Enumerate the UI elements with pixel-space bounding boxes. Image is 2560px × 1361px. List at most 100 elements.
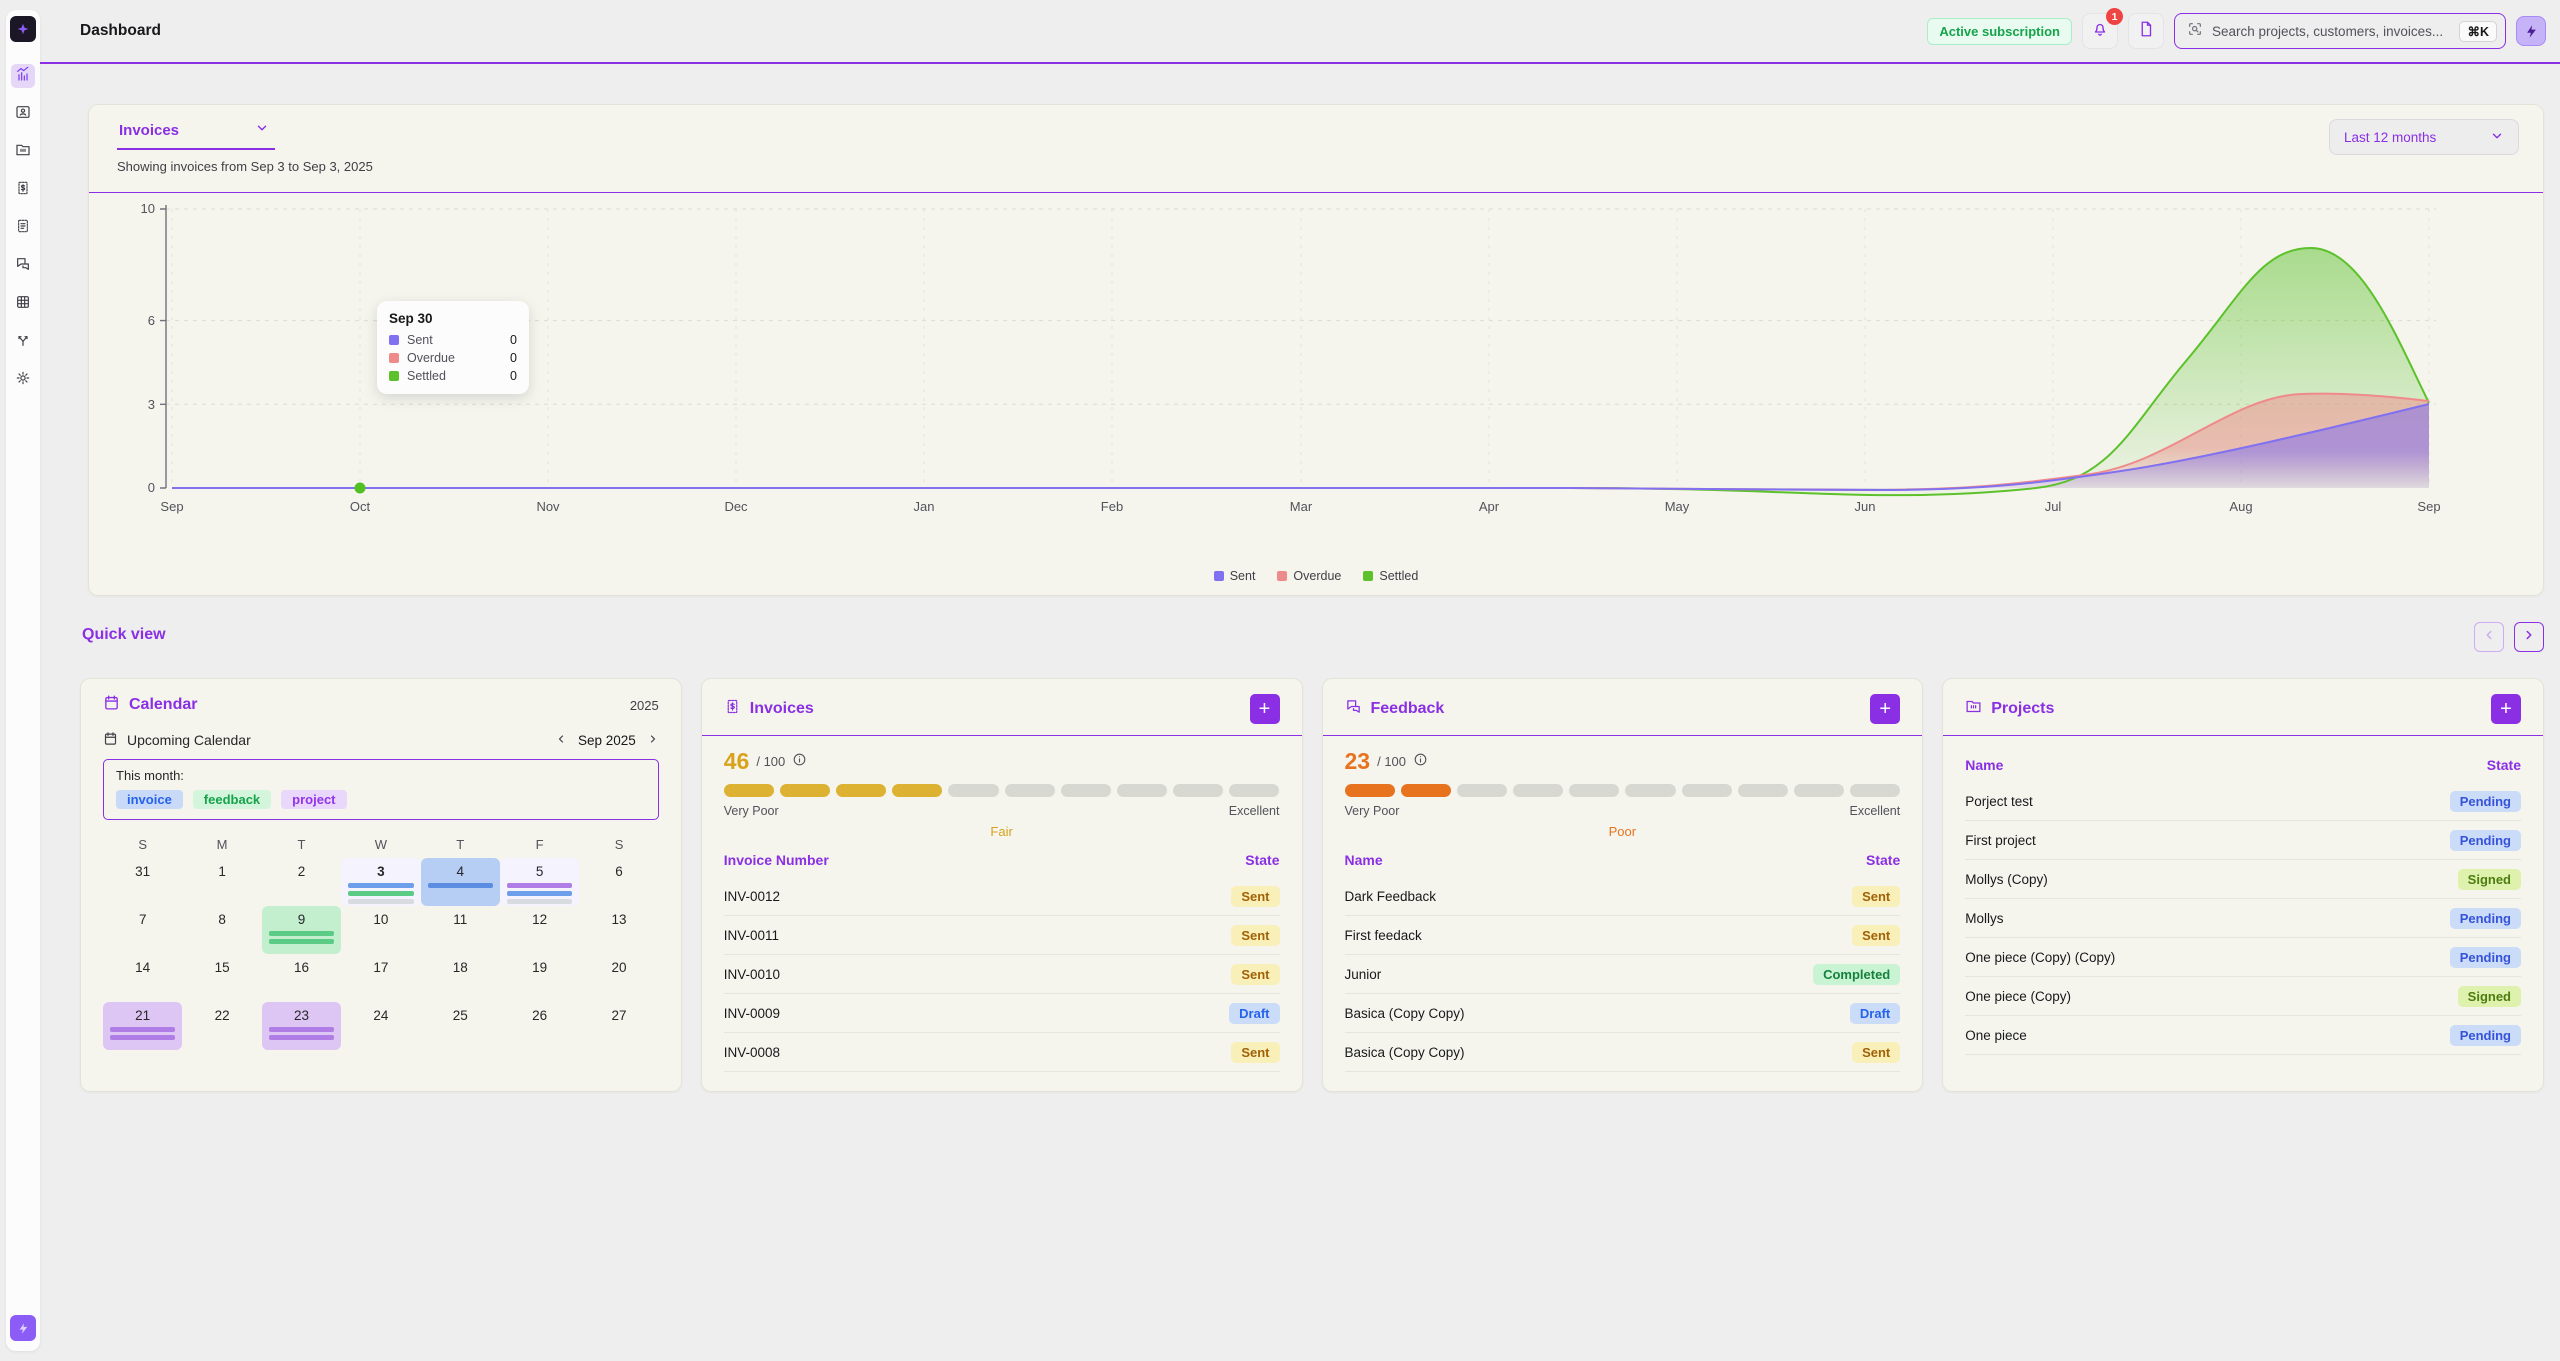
- app-logo[interactable]: [10, 16, 36, 42]
- table-row[interactable]: INV-0009 Draft: [723, 994, 1280, 1033]
- table-row[interactable]: One piece (Copy) Signed: [1965, 977, 2521, 1016]
- calendar-day[interactable]: 17: [373, 960, 389, 975]
- score-max: / 100: [1377, 754, 1407, 769]
- sidebar-item-documents[interactable]: [11, 216, 35, 240]
- calendar-day[interactable]: 26: [532, 1008, 548, 1023]
- sent-color-swatch: [1213, 571, 1224, 581]
- sidebar-item-invoices[interactable]: [11, 178, 35, 202]
- calendar-day-with-events[interactable]: 5: [499, 858, 580, 906]
- event-bar: [348, 899, 414, 904]
- tag-project[interactable]: project: [281, 790, 347, 809]
- col-state: State: [2486, 757, 2521, 773]
- calendar-day[interactable]: 7: [138, 912, 147, 927]
- calendar-day[interactable]: 14: [135, 960, 151, 975]
- quick-view-prev-button[interactable]: [2474, 622, 2504, 652]
- calendar-day-with-events[interactable]: 23: [261, 1002, 342, 1050]
- col-state: State: [1866, 852, 1901, 868]
- feedback-card: Feedback + 23 / 100 Very Poor Excellent …: [1321, 678, 1924, 1092]
- calendar-day[interactable]: 27: [611, 1008, 627, 1023]
- svg-text:Nov: Nov: [536, 499, 560, 514]
- add-feedback-button[interactable]: +: [1870, 694, 1901, 724]
- search-input[interactable]: Search projects, customers, invoices... …: [2174, 13, 2506, 49]
- feedback-card-header: Feedback +: [1322, 679, 1923, 736]
- table-row[interactable]: One piece (Copy) (Copy) Pending: [1965, 938, 2521, 977]
- table-row[interactable]: One piece Pending: [1965, 1016, 2521, 1055]
- sidebar-item-messages[interactable]: [11, 254, 35, 278]
- projects-table: Name State Porject test Pending First pro…: [1965, 752, 2521, 1055]
- calendar-day[interactable]: 16: [293, 960, 309, 975]
- tooltip-row-overdue: Overdue 0: [389, 351, 517, 365]
- prev-month-button[interactable]: [555, 732, 567, 748]
- info-icon[interactable]: [792, 752, 807, 772]
- calendar-day[interactable]: 13: [611, 912, 627, 927]
- calendar-day[interactable]: 25: [452, 1008, 468, 1023]
- sidebar-item-projects[interactable]: [11, 140, 35, 164]
- calendar-day[interactable]: 22: [214, 1008, 230, 1023]
- tooltip-row-settled: Settled 0: [389, 369, 517, 383]
- calendar-day[interactable]: 6: [615, 864, 623, 879]
- tag-invoice[interactable]: invoice: [116, 790, 183, 809]
- status-badge: Pending: [2449, 946, 2521, 968]
- user-avatar[interactable]: [2516, 16, 2546, 46]
- table-row[interactable]: First feedack Sent: [1344, 916, 1901, 955]
- split-branch-icon: [15, 332, 31, 353]
- calendar-day[interactable]: 2: [297, 864, 306, 879]
- page-title: Dashboard: [80, 22, 161, 39]
- sidebar-item-customers[interactable]: [11, 102, 35, 126]
- calendar-day-selected[interactable]: 4: [420, 858, 500, 906]
- tag-feedback[interactable]: feedback: [192, 790, 272, 809]
- calendar-card-header: Calendar 2025: [81, 679, 681, 727]
- calendar-day[interactable]: 11: [453, 912, 468, 927]
- table-row[interactable]: Porject test Pending: [1965, 782, 2521, 821]
- table-row[interactable]: Basica (Copy Copy) Sent: [1344, 1033, 1901, 1072]
- calendar-day[interactable]: 24: [373, 1008, 389, 1023]
- sidebar: [6, 10, 40, 1351]
- status-badge: Sent: [1231, 963, 1280, 985]
- quick-view-next-button[interactable]: [2514, 622, 2544, 652]
- svg-text:Jul: Jul: [2045, 499, 2062, 514]
- tab-invoices[interactable]: Invoices: [117, 119, 275, 150]
- table-row[interactable]: INV-0008 Sent: [723, 1033, 1280, 1072]
- feedback-table: Name State Dark Feedback Sent First feeda…: [1344, 847, 1901, 1072]
- documents-button[interactable]: [2128, 13, 2164, 49]
- calendar-day[interactable]: 18: [452, 960, 468, 975]
- col-state: State: [1245, 852, 1280, 868]
- calendar-day-with-events[interactable]: 3: [341, 858, 421, 906]
- calendar-day[interactable]: 1: [218, 864, 226, 879]
- calendar-day[interactable]: 15: [214, 960, 230, 975]
- calendar-day[interactable]: 19: [532, 960, 548, 975]
- table-row[interactable]: Mollys Pending: [1965, 899, 2521, 938]
- add-project-button[interactable]: +: [2491, 694, 2521, 724]
- table-row[interactable]: Junior Completed: [1344, 955, 1901, 994]
- next-month-button[interactable]: [647, 732, 659, 748]
- calendar-day[interactable]: 20: [611, 960, 627, 975]
- sidebar-item-integrations[interactable]: [11, 330, 35, 354]
- calendar-day-with-events[interactable]: 21: [103, 1002, 183, 1050]
- add-invoice-button[interactable]: +: [1249, 694, 1280, 724]
- notifications-button[interactable]: 1: [2082, 8, 2123, 49]
- calendar-day[interactable]: 8: [218, 912, 226, 927]
- sidebar-item-dashboard[interactable]: [11, 64, 35, 88]
- event-bar: [268, 931, 335, 936]
- table-row[interactable]: Dark Feedback Sent: [1344, 877, 1901, 916]
- table-row[interactable]: First project Pending: [1965, 821, 2521, 860]
- table-row[interactable]: Mollys (Copy) Signed: [1965, 860, 2521, 899]
- score-meter: [723, 784, 1280, 797]
- info-icon[interactable]: [1413, 752, 1428, 772]
- calendar-day-with-events[interactable]: 9: [261, 906, 342, 954]
- calendar-day[interactable]: 31: [135, 864, 151, 879]
- svg-text:Sep: Sep: [160, 499, 183, 514]
- table-row[interactable]: INV-0010 Sent: [723, 955, 1280, 994]
- receipt-dollar-icon: [15, 180, 31, 201]
- table-row[interactable]: Basica (Copy Copy) Draft: [1344, 994, 1901, 1033]
- status-badge: Sent: [1231, 1041, 1280, 1063]
- area-chart[interactable]: 10 6 3 0 Sep Oct Nov Dec Jan Feb Mar Apr May Jun Jul A…: [101, 201, 2541, 549]
- calendar-day[interactable]: 10: [373, 912, 389, 927]
- calendar-day[interactable]: 12: [532, 912, 548, 927]
- help-widget-button[interactable]: [10, 1315, 36, 1341]
- table-row[interactable]: INV-0012 Sent: [723, 877, 1280, 916]
- sidebar-item-apps[interactable]: [11, 292, 35, 316]
- table-row[interactable]: INV-0011 Sent: [723, 916, 1280, 955]
- range-selector-dropdown[interactable]: Last 12 months: [2329, 119, 2519, 155]
- sidebar-item-settings[interactable]: [11, 368, 35, 392]
